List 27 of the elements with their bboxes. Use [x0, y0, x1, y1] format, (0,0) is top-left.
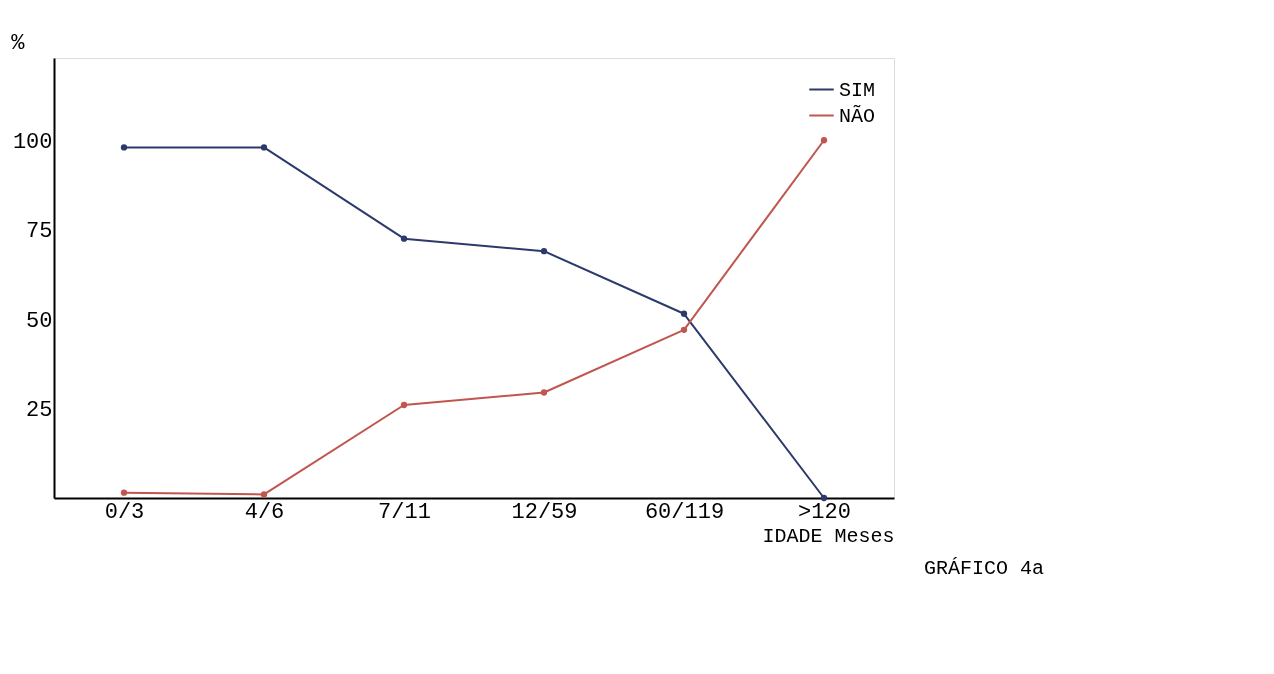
point	[820, 494, 828, 502]
x-tick-label: >120	[798, 499, 851, 525]
point	[400, 235, 408, 242]
x-tick-label: 12/59	[511, 499, 578, 525]
x-tick-label: 60/119	[644, 499, 725, 525]
point	[260, 144, 268, 151]
point	[540, 248, 548, 255]
point	[260, 491, 268, 498]
legend-label: NÃO	[839, 103, 876, 128]
text: GRÁFICO 4a	[923, 557, 1044, 580]
legend-label: SIM	[839, 78, 876, 102]
x-tick-label: 4/6	[244, 499, 285, 525]
point	[400, 401, 408, 409]
x-tick-label: 0/3	[104, 499, 145, 525]
point	[120, 489, 128, 496]
y-tick-label: 100	[12, 129, 53, 155]
point	[820, 137, 828, 144]
point	[680, 310, 688, 317]
point	[120, 144, 128, 151]
point	[680, 326, 688, 334]
x-tick-label: 7/11	[378, 499, 431, 525]
y-axis-title: %	[11, 30, 26, 56]
x-axis-title: IDADE Meses	[762, 524, 895, 548]
y-tick-label: 50	[26, 308, 53, 334]
y-tick-label: 75	[26, 219, 53, 245]
point	[540, 389, 548, 396]
y-tick-label: 25	[26, 398, 53, 424]
